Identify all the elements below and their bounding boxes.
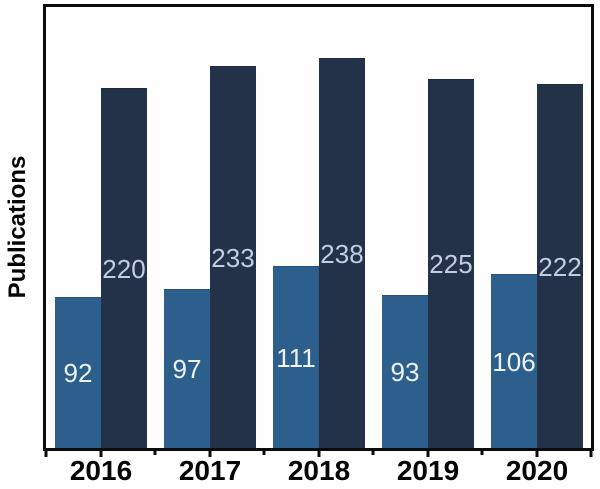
bar-upper-series-2020: 222 [537,84,583,448]
bar-lower-series-2020: 106 [491,274,537,448]
bar-value-label: 92 [63,358,93,388]
x-axis-minor-tick [44,451,48,457]
x-tick-label-2016: 2016 [69,455,133,486]
bar-lower-series-2019: 93 [382,295,428,448]
plot-area: 92 220 97 233 111 238 93 225 106 222 [46,7,591,448]
x-axis-major-tick [317,451,321,457]
bar-value-label: 111 [276,343,316,373]
x-tick-label-2018: 2018 [287,455,351,486]
bar-value-label: 106 [492,347,536,377]
bar-value-label: 97 [172,354,202,384]
x-axis-minor-tick [480,451,484,455]
x-axis-major-tick [208,451,212,457]
bar-value-label: 222 [538,252,582,282]
bar-lower-series-2017: 97 [164,289,210,448]
x-axis-minor-tick [371,451,375,455]
x-tick-label-2019: 2019 [396,455,460,486]
x-axis-minor-tick [262,451,266,455]
x-tick-label-2020: 2020 [505,455,569,486]
x-axis-minor-tick [589,451,593,457]
x-axis-major-tick [426,451,430,457]
bar-lower-series-2018: 111 [273,266,319,448]
bar-upper-series-2016: 220 [101,88,147,448]
bar-value-label: 220 [102,254,146,284]
bar-value-label: 238 [320,239,364,269]
x-axis-major-tick [99,451,103,457]
bar-upper-series-2017: 233 [210,66,256,448]
bar-value-label: 233 [211,243,255,273]
bar-upper-series-2019: 225 [428,79,474,448]
x-axis-minor-tick [153,451,157,455]
x-tick-label-2017: 2017 [178,455,242,486]
y-axis-label: Publications [4,155,31,299]
bar-value-label: 225 [429,249,473,279]
bar-upper-series-2018: 238 [319,58,365,448]
bar-lower-series-2016: 92 [55,297,101,448]
bar-value-label: 93 [390,357,420,387]
x-axis-major-tick [535,451,539,457]
